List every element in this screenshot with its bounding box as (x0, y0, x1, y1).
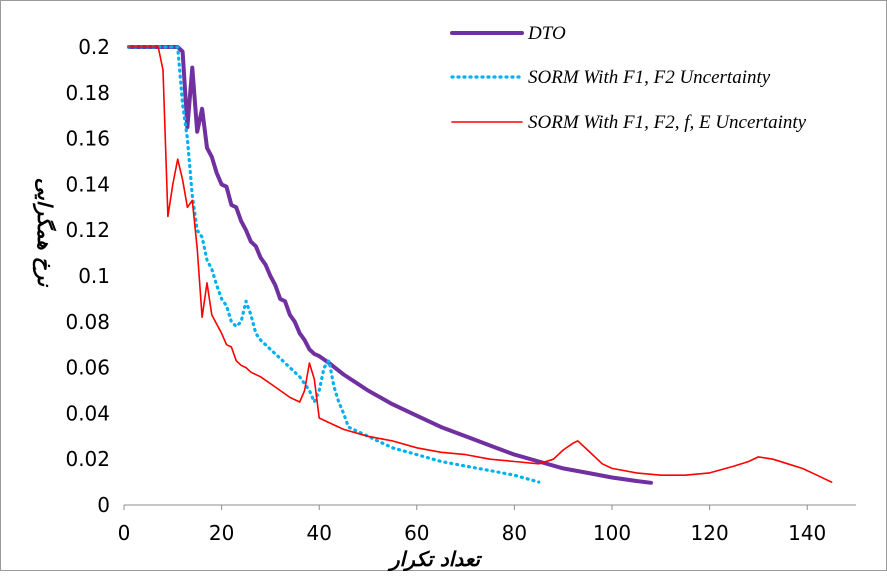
series-line-1 (126, 45, 653, 485)
x-tick-label: 140 (788, 521, 826, 545)
y-tick-label: 0.14 (65, 172, 110, 196)
x-axis-title: تعداد تکرار (387, 547, 482, 571)
x-tick-label: 100 (593, 521, 631, 545)
y-tick-label: 0.16 (65, 127, 110, 151)
x-tick-label: 0 (118, 521, 131, 545)
y-axis-title: نرخ همگرایی (32, 178, 57, 288)
x-tick-label: 20 (209, 521, 234, 545)
y-tick-label: 0.1 (78, 264, 110, 288)
x-tick-label: 60 (404, 521, 429, 545)
y-tick-label: 0 (97, 493, 110, 517)
series-line-2 (127, 45, 541, 484)
y-tick-label: 0.08 (65, 310, 110, 334)
legend-label-1: DTO (527, 23, 566, 44)
y-tick-label: 0.12 (65, 218, 110, 242)
legend-label-3: SORM With F1, F2, f, E Uncertainty (528, 112, 807, 133)
y-tick-label: 0.06 (65, 356, 110, 380)
x-tick-label: 120 (691, 521, 729, 545)
legend-label-2: SORM With F1, F2 Uncertainty (528, 67, 771, 88)
legend-group: DTO SORM With F1, F2 Uncertainty SORM With… (450, 23, 807, 133)
x-tick-label: 80 (502, 521, 527, 545)
axes-group: 0 20 40 60 80 100 120 140 0 0.02 0.04 0.06 0.08 0.1 0.… (65, 35, 856, 545)
y-tick-label: 0.18 (65, 81, 110, 105)
x-tick-label: 40 (306, 521, 331, 545)
y-tick-label: 0.2 (78, 35, 110, 59)
series-line-3 (128, 46, 833, 483)
y-tick-label: 0.04 (65, 401, 110, 425)
series-group (126, 45, 833, 485)
y-tick-label: 0.02 (65, 447, 110, 471)
